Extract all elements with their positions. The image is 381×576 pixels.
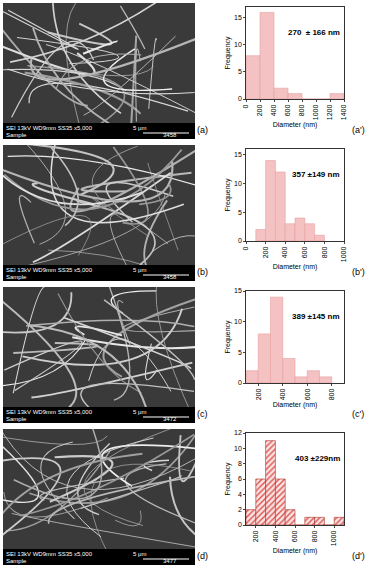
- svg-text:600: 600: [304, 389, 311, 401]
- svg-text:400: 400: [279, 389, 286, 401]
- svg-text:4: 4: [238, 491, 242, 498]
- svg-text:0: 0: [242, 105, 249, 109]
- svg-text:800: 800: [298, 105, 305, 117]
- svg-text:389 ±145 nm: 389 ±145 nm: [292, 312, 340, 321]
- html-text:(d): (d): [197, 551, 208, 561]
- svg-text:15: 15: [234, 287, 242, 294]
- svg-text:0: 0: [238, 521, 242, 528]
- svg-text:Frequency: Frequency: [224, 320, 232, 354]
- html-text:(b'): (b'): [352, 267, 365, 277]
- html-text:(b): (b): [197, 267, 208, 277]
- svg-text:10: 10: [234, 318, 242, 325]
- svg-text:Sample: Sample: [6, 558, 27, 564]
- svg-text:1000: 1000: [312, 104, 319, 120]
- svg-text:5 μm: 5 μm: [133, 267, 146, 273]
- svg-text:Diameter (nm): Diameter (nm): [273, 547, 318, 555]
- svg-text:0: 0: [242, 247, 249, 251]
- svg-text:5: 5: [238, 209, 242, 216]
- svg-text:403 ±229nm: 403 ±229nm: [295, 454, 340, 463]
- svg-text:600: 600: [301, 247, 308, 259]
- svg-text:5: 5: [238, 349, 242, 356]
- svg-text:Sample: Sample: [6, 416, 27, 422]
- svg-text:SEI 13kV WD9mm SS35 x5,000: SEI 13kV WD9mm SS35 x5,000: [6, 409, 93, 415]
- svg-text:200: 200: [256, 105, 263, 117]
- svg-text:Frequency: Frequency: [224, 178, 232, 212]
- svg-text:400: 400: [281, 247, 288, 259]
- svg-text:6: 6: [238, 475, 242, 482]
- svg-text:0: 0: [238, 95, 242, 102]
- svg-text:5 μm: 5 μm: [133, 551, 146, 557]
- svg-text:Frequency: Frequency: [224, 36, 232, 70]
- svg-text:SEI 13kV WD9mm SS35 x5,000: SEI 13kV WD9mm SS35 x5,000: [6, 551, 93, 557]
- svg-text:Diameter (nm): Diameter (nm): [273, 401, 318, 409]
- svg-text:10: 10: [234, 41, 242, 48]
- svg-text:5 μm: 5 μm: [133, 125, 146, 131]
- svg-text:1400: 1400: [340, 104, 347, 120]
- svg-text:200: 200: [255, 389, 262, 401]
- svg-text:800: 800: [328, 389, 335, 401]
- svg-text:270 ± 166 nm: 270 ± 166 nm: [288, 28, 340, 37]
- html-text:(c): (c): [197, 409, 208, 419]
- svg-text:3477: 3477: [163, 558, 177, 564]
- svg-text:3458: 3458: [163, 274, 177, 280]
- svg-text:200: 200: [262, 247, 269, 259]
- svg-text:Frequency: Frequency: [224, 462, 232, 496]
- svg-text:Sample: Sample: [6, 132, 27, 138]
- svg-text:2: 2: [238, 506, 242, 513]
- svg-text:15: 15: [234, 14, 242, 21]
- svg-text:10: 10: [234, 445, 242, 452]
- svg-text:SEI 13kV WD9mm SS35 x5,000: SEI 13kV WD9mm SS35 x5,000: [6, 125, 93, 131]
- svg-text:600: 600: [291, 531, 298, 543]
- html-text:(d'): (d'): [352, 551, 365, 561]
- svg-text:400: 400: [272, 531, 279, 543]
- svg-text:200: 200: [252, 531, 259, 543]
- svg-text:Diameter (nm): Diameter (nm): [273, 263, 318, 271]
- svg-text:5 μm: 5 μm: [133, 409, 146, 415]
- svg-text:SEI 13kV WD9mm SS35 x5,000: SEI 13kV WD9mm SS35 x5,000: [6, 267, 93, 273]
- svg-text:8: 8: [238, 460, 242, 467]
- svg-text:800: 800: [321, 247, 328, 259]
- svg-text:0: 0: [238, 379, 242, 386]
- svg-text:800: 800: [311, 531, 318, 543]
- svg-text:12: 12: [234, 429, 242, 436]
- html-text:(a): (a): [197, 125, 208, 135]
- svg-text:600: 600: [284, 105, 291, 117]
- svg-text:400: 400: [270, 105, 277, 117]
- svg-text:1000: 1000: [330, 530, 337, 546]
- svg-text:1200: 1200: [326, 104, 333, 120]
- svg-text:357 ±149 nm: 357 ±149 nm: [292, 170, 340, 179]
- svg-text:5: 5: [238, 68, 242, 75]
- html-text:(c'): (c'): [352, 409, 365, 419]
- svg-text:0: 0: [238, 237, 242, 244]
- svg-text:1000: 1000: [340, 246, 347, 262]
- svg-text:10: 10: [234, 180, 242, 187]
- html-text:(a'): (a'): [352, 125, 365, 135]
- svg-text:3472: 3472: [163, 416, 177, 422]
- svg-text:3458: 3458: [163, 132, 177, 138]
- svg-text:Sample: Sample: [6, 274, 27, 280]
- svg-text:Diameter (nm): Diameter (nm): [273, 121, 318, 129]
- svg-text:15: 15: [234, 151, 242, 158]
